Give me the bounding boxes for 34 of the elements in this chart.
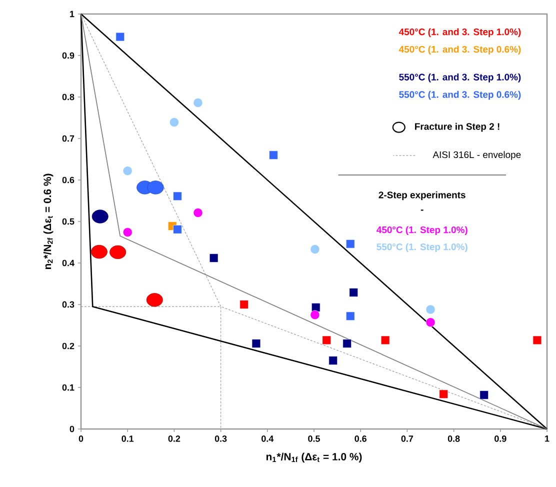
y-tick-label: 0: [70, 426, 74, 432]
x-tick-label: 0.7: [401, 436, 414, 442]
legend-label: AISI 316L - envelope: [432, 151, 521, 160]
x-axis-title: n$_{1}$*/N$_{1f}$ (Δε$_{t}$ = 1.0 %): [266, 452, 362, 462]
y-tick-label: 0.9: [62, 52, 74, 59]
text: 450°C (1. and 3. Step 1.0%): [398, 28, 521, 38]
text: 450°C (1. Step 1.0%): [376, 226, 468, 236]
x-tick-label: 0.6: [354, 436, 367, 442]
x-tick-label: 1: [545, 436, 550, 442]
y-tick-label: 0.3: [62, 301, 74, 308]
x-tick-label: 0.4: [262, 436, 274, 442]
text: 550°C (1. Step 1.0%): [376, 243, 468, 252]
y-tick-label: 0.5: [62, 218, 74, 225]
x-tick-label: 0.5: [308, 436, 320, 442]
x-tick-label: 0.2: [168, 436, 180, 442]
x-tick-label: 0.1: [122, 436, 134, 442]
y-axis-title: n$_{2}$*/N$_{2f}$ (Δε$_{t}$ = 0.6 %): [43, 174, 54, 270]
annotation: 2-Step experiments: [378, 191, 466, 200]
text: 550°C (1. and 3. Step 0.6%): [399, 90, 521, 100]
annotation: Fracture in Step 2 !: [415, 122, 500, 132]
x-tick-label: 0.8: [448, 436, 460, 442]
y-tick-label: 1: [70, 10, 74, 18]
y-tick-label: 0.2: [62, 342, 74, 350]
text: 550°C (1. and 3. Step 1.0%): [399, 73, 521, 82]
x-tick-label: 0.9: [494, 436, 506, 442]
y-tick-label: 0.8: [62, 94, 74, 100]
annotation: -: [420, 210, 424, 211]
x-tick-label: 0: [78, 436, 84, 442]
x-tick-label: 0.3: [214, 436, 227, 442]
y-tick-label: 0.4: [62, 260, 74, 266]
y-tick-label: 0.6: [62, 176, 74, 184]
y-tick-label: 0.7: [62, 135, 74, 142]
y-tick-label: 0.1: [62, 384, 74, 391]
text: 450°C (1. and 3. Step 0.6%): [398, 46, 521, 55]
